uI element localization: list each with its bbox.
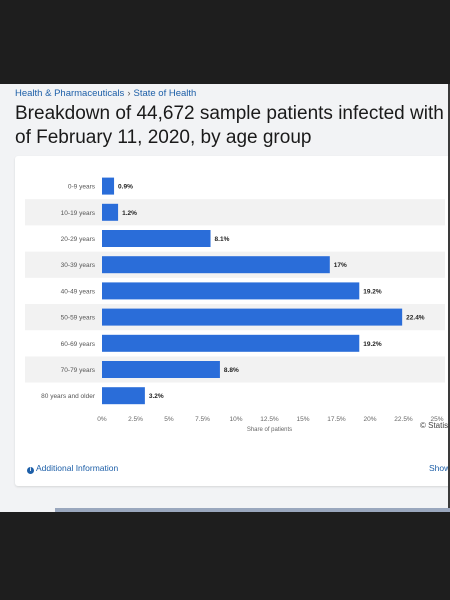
x-tick-label: 15% (296, 416, 309, 423)
bar (102, 334, 360, 352)
x-tick-label: 17.5% (327, 416, 346, 423)
category-label: 30-39 years (61, 262, 96, 269)
row-band (25, 199, 445, 226)
x-tick-label: 0% (97, 416, 107, 423)
breadcrumb-link-state-of-health[interactable]: State of Health (133, 88, 197, 99)
category-label: 70-79 years (61, 367, 96, 374)
x-tick-label: 10% (229, 416, 242, 423)
breadcrumb-separator: › (127, 88, 131, 99)
x-axis-label: Share of patients (247, 427, 292, 433)
x-tick-label: 20% (363, 416, 376, 423)
value-label: 3.2% (149, 393, 164, 400)
info-icon: i (27, 467, 34, 474)
category-label: 60-69 years (61, 341, 96, 348)
row-band (25, 356, 445, 383)
category-label: 40-49 years (61, 288, 96, 295)
value-label: 19.2% (363, 288, 382, 295)
bar (102, 203, 119, 221)
category-label: 10-19 years (61, 210, 96, 217)
value-label: 19.2% (363, 341, 382, 348)
copyright-text: © Statista (420, 421, 450, 430)
value-label: 8.8% (224, 367, 239, 374)
chart-card: 0-9 years 0.9% 10-19 years 1.2% 20-29 years 8… (15, 156, 450, 486)
breadcrumb-link-health[interactable]: Health & Pharmaceuticals (15, 88, 125, 99)
category-label: 20-29 years (61, 236, 96, 243)
breadcrumb: Health & Pharmaceuticals › State of Health (15, 88, 196, 99)
value-label: 17% (334, 262, 347, 269)
x-tick-label: 2.5% (128, 416, 143, 423)
bar (102, 308, 403, 326)
x-tick-label: 25% (430, 416, 443, 423)
show-source-link[interactable]: Show (429, 463, 450, 473)
x-tick-label: 7.5% (195, 416, 210, 423)
x-tick-label: 5% (164, 416, 174, 423)
bar (102, 256, 330, 274)
bar (102, 282, 360, 300)
category-label: 0-9 years (68, 184, 96, 191)
page-title-line-1: Breakdown of 44,672 sample patients infe… (15, 103, 450, 124)
additional-information-link[interactable]: i Additional Information (27, 463, 118, 474)
bar (102, 361, 220, 378)
page-content: Health & Pharmaceuticals › State of Health… (0, 84, 450, 512)
x-tick-label: 22.5% (394, 416, 413, 423)
bar-chart: 0-9 years 0.9% 10-19 years 1.2% 20-29 years 8… (25, 177, 445, 433)
next-element-strip (55, 508, 450, 512)
window-edge (448, 84, 450, 512)
x-tick-label: 12.5% (260, 416, 279, 423)
page-title-line-2: of February 11, 2020, by age group (15, 127, 312, 148)
page-title: Breakdown of 44,672 sample patients infe… (15, 102, 450, 150)
value-label: 1.2% (122, 210, 137, 217)
bar (102, 177, 115, 195)
category-label: 50-59 years (61, 315, 96, 322)
value-label: 22.4% (406, 315, 425, 322)
bar (102, 387, 145, 405)
bar (102, 230, 211, 247)
value-label: 0.9% (118, 184, 133, 191)
value-label: 8.1% (215, 236, 230, 243)
additional-information-label: Additional Information (36, 463, 119, 473)
category-label: 80 years and older (41, 393, 96, 400)
